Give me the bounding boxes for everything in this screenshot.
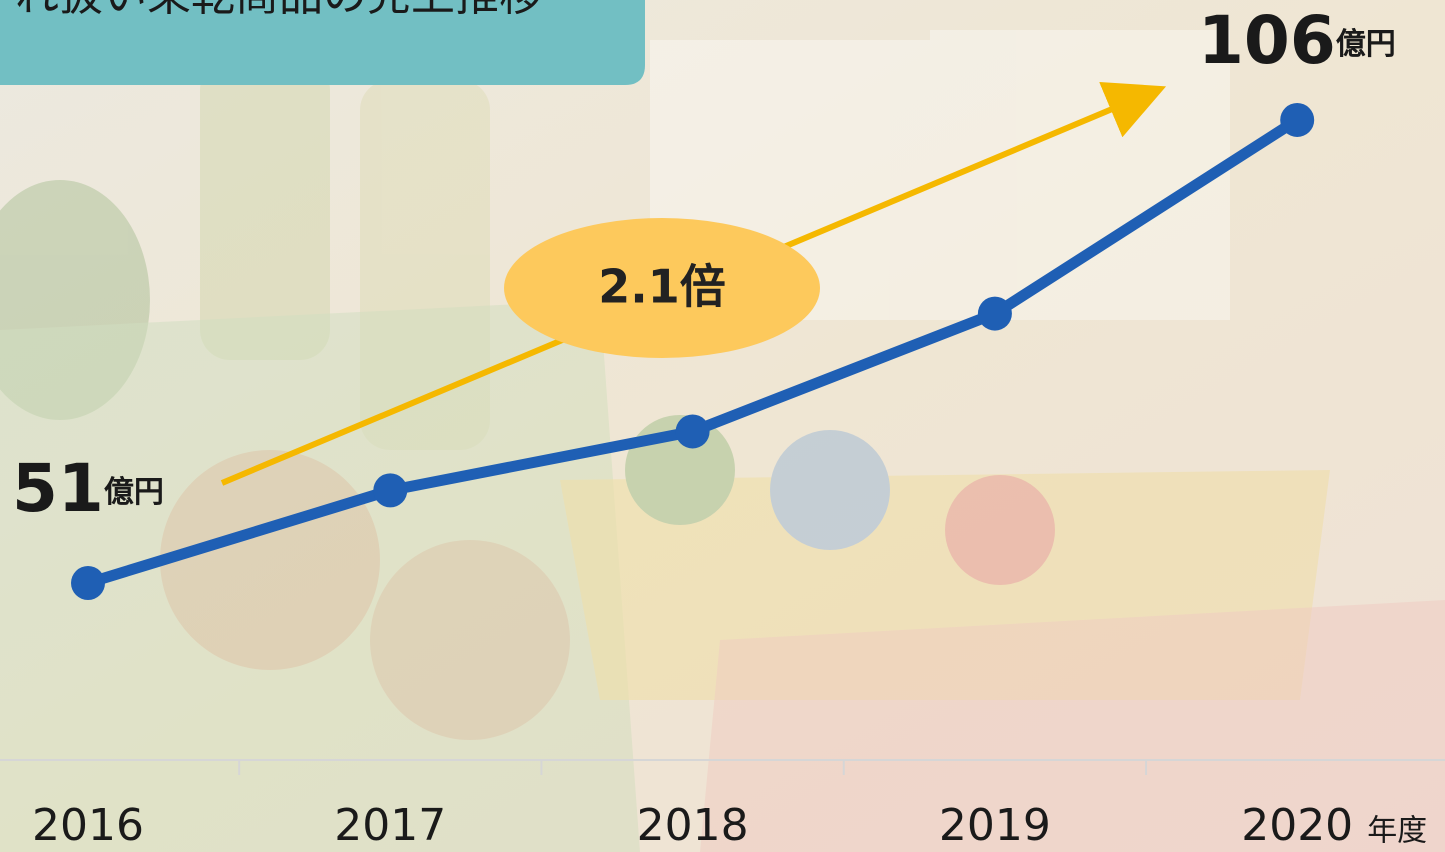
annotation: 2.1倍 [598,260,726,314]
chart-title: れ扱い果乾商品の売上推移 [15,0,543,21]
x-tick-label: 2018 [637,800,749,851]
point [373,473,408,508]
x-tick-label: 2016 [32,800,144,851]
x-tick-label: 2017 [334,800,446,851]
background-photo [0,30,1445,852]
point [1280,102,1315,137]
point [977,296,1012,331]
x-unit: 年度 [1367,814,1427,849]
data-label-unit: 億円 [104,474,164,509]
x-tick-label: 2019 [939,800,1051,851]
title-box [0,0,645,85]
data-label-value: 106 [1198,2,1336,79]
data-label: 106億円 [1198,2,1396,79]
point [675,414,710,449]
data-label-unit: 億円 [1336,26,1396,61]
point [71,565,105,600]
x-tick-label: 2020 [1241,800,1353,851]
data-label: 51億円 [12,450,164,527]
annotation-bubble [504,218,820,358]
data-label-value: 51 [12,450,104,527]
